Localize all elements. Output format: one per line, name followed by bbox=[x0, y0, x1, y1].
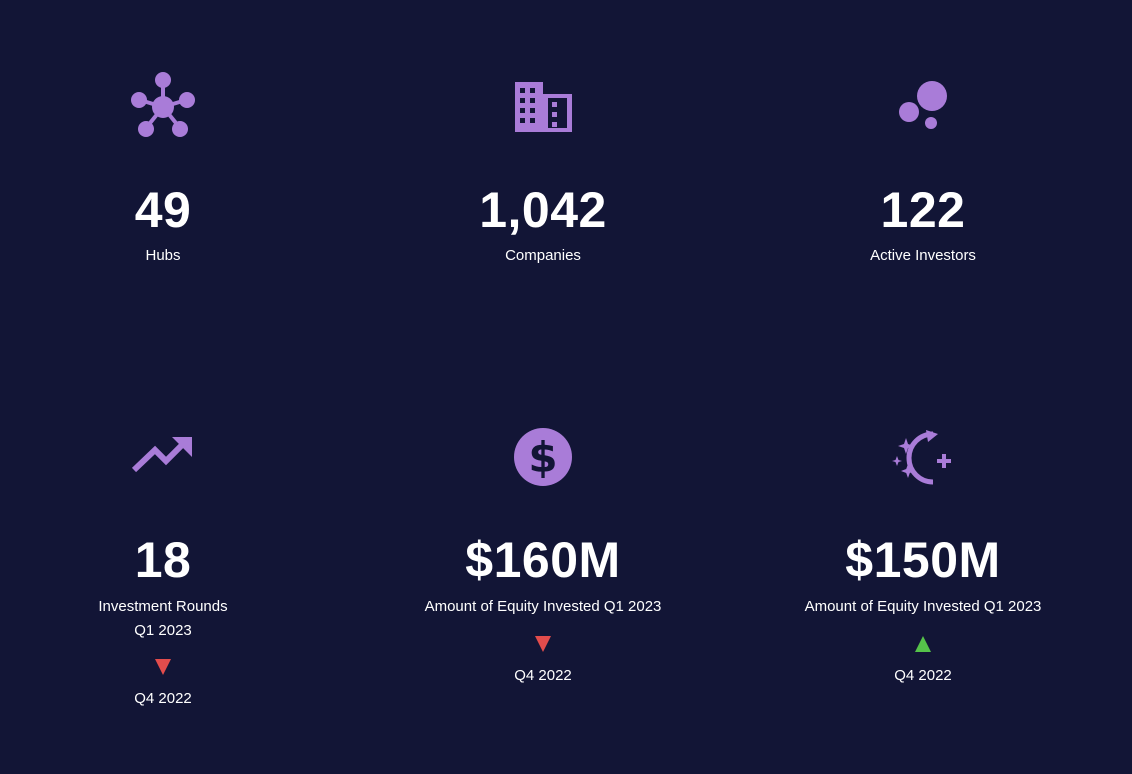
trend-up-icon bbox=[915, 636, 931, 652]
stat-value: $150M bbox=[845, 532, 1001, 588]
stat-investment-rounds: 18 Investment Rounds Q1 2023 Q4 2022 bbox=[3, 422, 323, 711]
building-icon bbox=[383, 70, 703, 140]
trend-down-icon bbox=[155, 659, 171, 675]
sparkle-moon-plus-icon bbox=[763, 422, 1083, 492]
compare-period: Q4 2022 bbox=[894, 667, 952, 684]
stat-label: Amount of Equity Invested Q1 2023 bbox=[424, 598, 662, 615]
stat-hubs: 49 Hubs bbox=[3, 70, 323, 268]
stat-value: 122 bbox=[880, 182, 966, 238]
trending-up-icon bbox=[3, 422, 323, 492]
stat-equity-invested-1: $ $160M Amount of Equity Invested Q1 202… bbox=[383, 422, 703, 688]
stat-label: Amount of Equity Invested Q1 2023 bbox=[804, 598, 1042, 615]
stat-value: 49 bbox=[134, 182, 192, 238]
stat-equity-invested-2: $150M Amount of Equity Invested Q1 2023 … bbox=[763, 422, 1083, 688]
stat-label: Active Investors bbox=[870, 247, 976, 264]
stat-value: $160M bbox=[465, 532, 621, 588]
stat-label: Hubs bbox=[145, 247, 181, 264]
bubbles-icon bbox=[763, 70, 1083, 140]
dollar-coin-icon: $ bbox=[383, 422, 703, 492]
svg-text:$: $ bbox=[528, 433, 557, 482]
stat-label-line1: Investment Rounds bbox=[98, 598, 228, 615]
compare-period: Q4 2022 bbox=[134, 690, 192, 707]
stat-value: 18 bbox=[134, 532, 192, 588]
trend-down-icon bbox=[535, 636, 551, 652]
stat-label: Companies bbox=[505, 247, 581, 264]
compare-period: Q4 2022 bbox=[514, 667, 572, 684]
stat-active-investors: 122 Active Investors bbox=[763, 70, 1083, 268]
stat-companies: 1,042 Companies bbox=[383, 70, 703, 268]
stat-label-line2: Q1 2023 bbox=[134, 622, 192, 639]
stat-value: 1,042 bbox=[479, 182, 607, 238]
network-hub-icon bbox=[3, 70, 323, 140]
